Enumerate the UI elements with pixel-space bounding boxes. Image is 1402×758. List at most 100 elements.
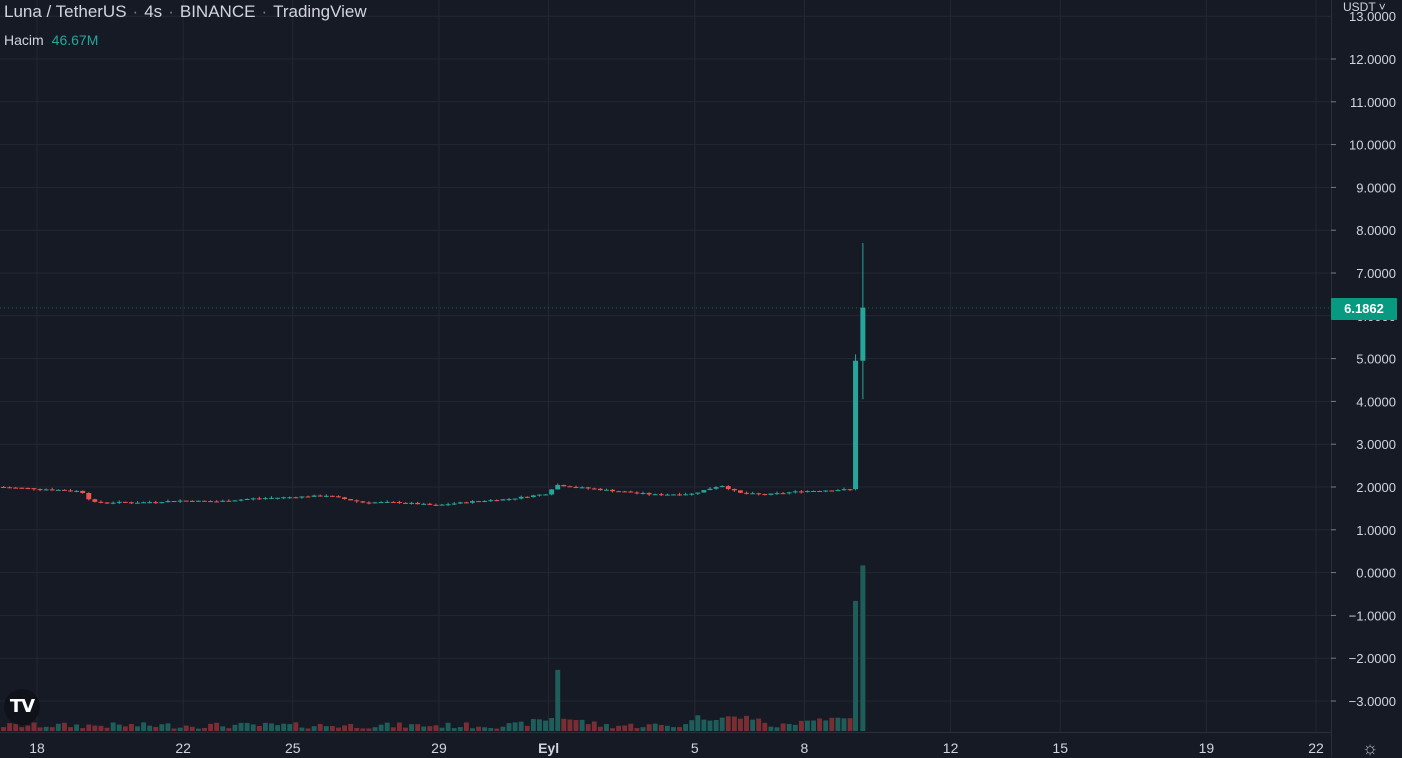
volume-bar (768, 726, 774, 731)
candle-body (360, 501, 366, 503)
volume-bar (378, 724, 384, 731)
volume-bar (476, 726, 482, 731)
candle-body (7, 487, 13, 489)
candle-body (262, 498, 268, 500)
volume-bar (494, 728, 500, 731)
y-tick-label: 9.0000 (1356, 180, 1396, 195)
x-tick-label: 18 (29, 740, 45, 756)
candle-body (177, 500, 183, 502)
chevron-down-icon: ˅ (1375, 0, 1386, 14)
volume-bar (616, 725, 622, 731)
candle-body (269, 497, 274, 499)
candle-body (518, 496, 524, 499)
candle-body (652, 494, 658, 496)
candle-body (378, 502, 384, 504)
volume-bar (518, 721, 524, 731)
candle-body (238, 499, 244, 501)
volume-bar (427, 726, 433, 731)
candle-body (744, 492, 749, 494)
candle-body (585, 487, 591, 489)
volume-bar (451, 728, 457, 731)
volume-bar (664, 725, 670, 731)
candle-body (470, 501, 475, 503)
candle-body (25, 487, 31, 489)
candle-body (409, 502, 415, 504)
candle-body (695, 492, 701, 494)
volume-bar (725, 716, 731, 731)
volume-bar (384, 722, 390, 731)
volume-bar (342, 725, 348, 731)
legend-separator: · (261, 2, 268, 21)
y-tick-label: 4.0000 (1356, 394, 1396, 409)
volume-bar (68, 727, 73, 731)
volume-bar (177, 727, 183, 731)
candle-body (342, 497, 348, 500)
settings-gear-icon[interactable]: ☼ (1361, 738, 1379, 758)
volume-bar (329, 726, 335, 731)
volume-bar (25, 725, 31, 731)
volume-bar (226, 728, 232, 731)
candle-body (591, 488, 597, 490)
symbol-name: Luna / TetherUS (4, 2, 127, 21)
x-tick-label: 29 (431, 740, 447, 756)
symbol-legend[interactable]: Luna / TetherUS · 4s · BINANCE · TradingView (4, 0, 367, 24)
candle-body (189, 500, 195, 502)
volume-bar (403, 727, 408, 731)
volume-bar (232, 724, 238, 731)
tradingview-logo[interactable]: TV (4, 689, 40, 725)
candle-body (506, 499, 512, 501)
volume-bar (86, 724, 92, 731)
volume-bar (110, 722, 116, 731)
candle-body (390, 501, 396, 503)
y-tick-label: −3.0000 (1349, 694, 1396, 709)
candle-body (634, 492, 640, 494)
volume-bar (98, 725, 104, 731)
volume-bar (537, 719, 542, 731)
candle-body (80, 490, 86, 493)
volume-bar (317, 723, 323, 731)
volume-bar (719, 717, 725, 731)
volume-bar (549, 718, 555, 731)
volume-bar (738, 718, 743, 731)
volume-bar (275, 725, 281, 731)
volume-bar (7, 723, 13, 731)
candle-body (530, 495, 536, 498)
candle-body (226, 500, 232, 502)
volume-legend[interactable]: Hacim 46.67M (4, 30, 98, 50)
volume-bar (415, 724, 421, 731)
candle-body (396, 502, 402, 504)
candle-body (141, 502, 147, 504)
volume-bar (701, 719, 707, 731)
candle-body (19, 487, 25, 489)
candle-body (415, 502, 421, 505)
volume-bar (713, 719, 719, 731)
x-tick-label: Eyl (538, 740, 559, 756)
y-tick-label: 11.0000 (1350, 95, 1396, 110)
volume-bar (597, 726, 603, 731)
volume-bar (262, 722, 268, 731)
legend-separator: · (132, 2, 139, 21)
currency-selector[interactable]: USDT ˅ (1343, 0, 1386, 14)
candle-body (220, 500, 226, 502)
volume-bar (189, 726, 195, 731)
volume-bar (573, 720, 579, 731)
candle-body (329, 495, 335, 497)
volume-bar (622, 725, 628, 731)
candle-body (512, 498, 518, 500)
volume-bar (1, 727, 6, 731)
candle-body (323, 495, 329, 497)
volume-bar (19, 727, 25, 731)
volume-bar (49, 727, 55, 731)
x-tick-label: 22 (1308, 740, 1324, 756)
candle-body (805, 491, 810, 493)
candle-body (439, 504, 445, 506)
candle-body (122, 501, 128, 503)
candle-body (543, 494, 548, 496)
volume-bar (128, 723, 134, 731)
candle-body (792, 491, 798, 493)
candle-body (768, 493, 774, 495)
volume-bar (750, 719, 756, 731)
volume-bar (202, 727, 207, 731)
